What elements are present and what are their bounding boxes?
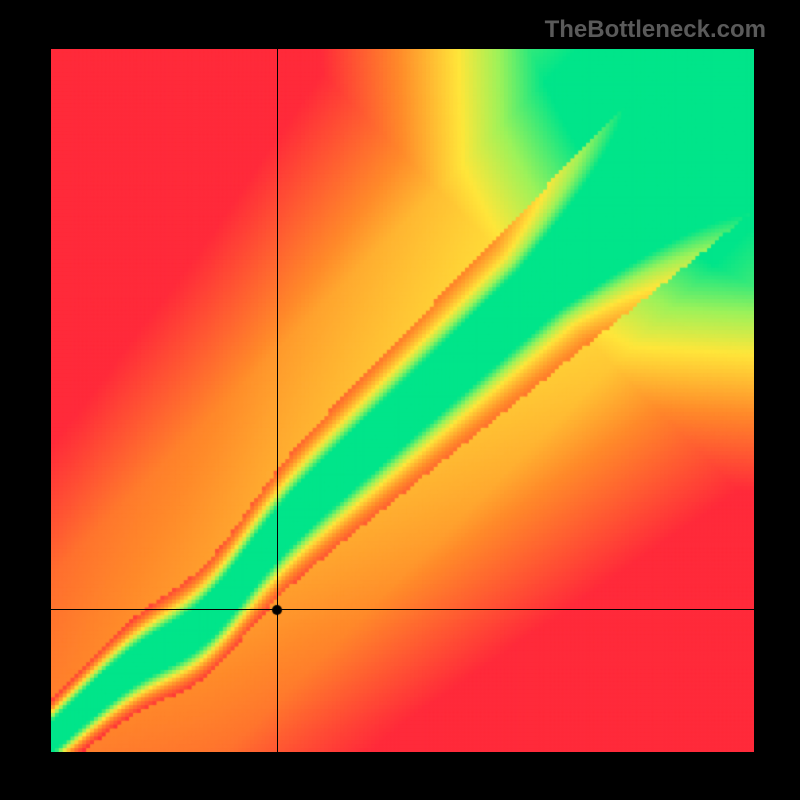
crosshair-marker-dot — [271, 604, 283, 616]
bottleneck-heatmap-canvas — [51, 49, 754, 752]
crosshair-vertical — [277, 49, 278, 752]
crosshair-horizontal — [51, 609, 754, 610]
watermark-label: TheBottleneck.com — [545, 16, 766, 44]
